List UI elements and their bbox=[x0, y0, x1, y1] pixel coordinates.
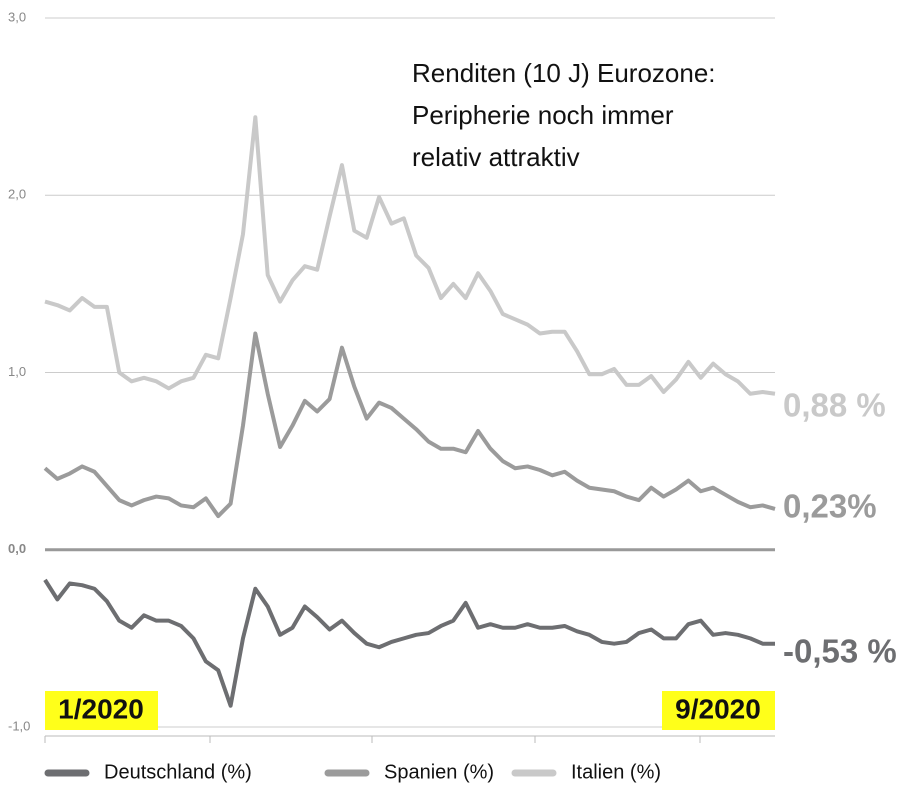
date-box bbox=[45, 691, 158, 730]
date-label: 9/2020 bbox=[675, 693, 761, 724]
end-label: -0,53 % bbox=[783, 632, 897, 669]
title-line: Peripherie noch immer bbox=[412, 100, 674, 130]
date-label: 1/2020 bbox=[58, 693, 144, 724]
end-label: 0,88 % bbox=[783, 386, 886, 423]
title-line: Renditen (10 J) Eurozone: bbox=[412, 58, 716, 88]
y-tick-label: 2,0 bbox=[8, 187, 26, 202]
legend-label: Spanien (%) bbox=[384, 761, 494, 783]
y-tick-label: 3,0 bbox=[8, 9, 26, 24]
date-box bbox=[662, 691, 775, 730]
series-line bbox=[43, 578, 775, 708]
series-line bbox=[44, 115, 776, 396]
y-tick-label: -1,0 bbox=[8, 718, 30, 733]
title-line: relativ attraktiv bbox=[412, 142, 580, 172]
legend-label: Italien (%) bbox=[571, 761, 661, 783]
x-ticks bbox=[44, 736, 701, 743]
y-tick-label: 1,0 bbox=[8, 364, 26, 379]
legend-label: Deutschland (%) bbox=[104, 761, 252, 783]
end-label: 0,23% bbox=[783, 488, 877, 525]
series-line bbox=[43, 331, 776, 519]
y-tick-label: 0,0 bbox=[8, 541, 26, 556]
